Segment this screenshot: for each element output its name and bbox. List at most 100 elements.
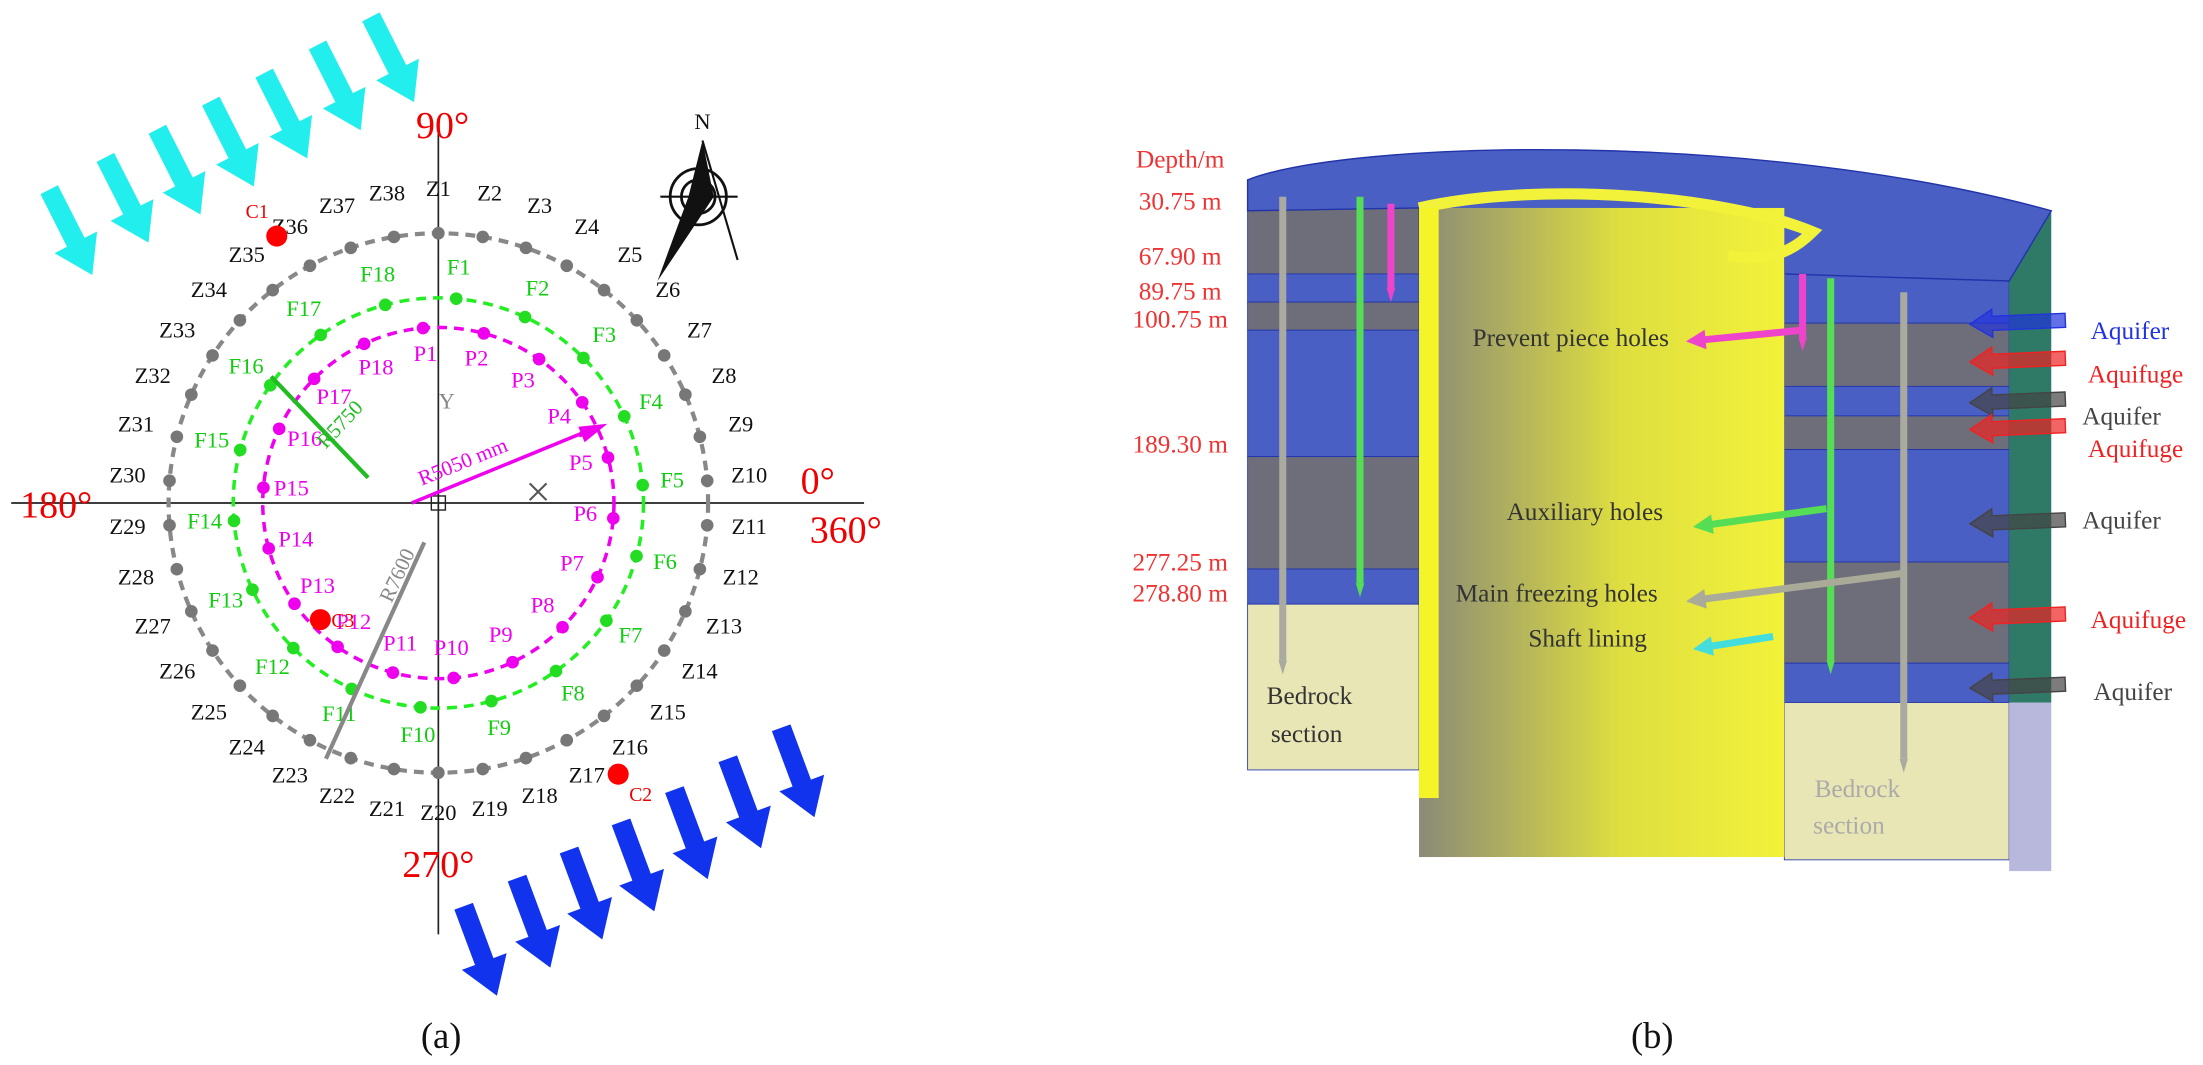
z-hole-label: Z24 (229, 734, 265, 759)
p-hole-point (331, 640, 344, 654)
z-hole-point (693, 562, 707, 576)
z-hole-point (597, 709, 611, 723)
z-hole-point (206, 349, 219, 362)
z-hole-label: Z26 (159, 659, 195, 684)
angle-label: 90° (416, 105, 469, 147)
hole-tip (1355, 583, 1365, 598)
z-hole-label: Z7 (687, 318, 712, 343)
z-hole-label: Z18 (522, 783, 558, 808)
p-hole-label: P4 (547, 404, 571, 429)
arrow (1968, 413, 2067, 444)
bedrock-label: Bedrock (1815, 775, 1901, 803)
measuring-label: C3 (331, 610, 354, 632)
f-hole-point (630, 549, 643, 563)
p-hole-point (257, 481, 270, 495)
z-hole-label: Z25 (191, 699, 227, 724)
z-hole-point (184, 388, 198, 401)
z-hole-point (519, 751, 533, 765)
p-hole-point (477, 327, 491, 340)
z-hole-label: Z6 (655, 277, 680, 302)
z-hole-point (476, 762, 490, 776)
f-ring (231, 296, 646, 710)
stratum-label: Aquifuge (2088, 435, 2183, 463)
r5050-line (410, 428, 591, 505)
p-hole-label: P6 (573, 501, 597, 526)
p-hole-label: P18 (359, 354, 394, 379)
z-hole-point (519, 241, 533, 255)
p-hole-label: P3 (511, 367, 535, 392)
z-hole-point (679, 605, 692, 618)
arrow (611, 818, 664, 912)
angle-label: 360° (810, 510, 882, 552)
f-hole-label: F12 (255, 654, 290, 679)
p-hole-point (288, 597, 301, 611)
f-hole-label: F18 (360, 262, 395, 287)
f-hole-label: F1 (447, 254, 471, 279)
z-hole-point (630, 679, 644, 693)
depth-title: Depth/m (1136, 145, 1225, 173)
z-hole-point (170, 430, 184, 444)
stratum-label: Aquifer (2082, 402, 2161, 430)
bedrock-label: Bedrock (1267, 682, 1353, 710)
f-hole-point (286, 641, 300, 655)
stratum (1783, 662, 2010, 703)
z-hole-label: Z21 (369, 796, 405, 821)
z-hole-label: Z34 (191, 277, 227, 302)
hole-label: Prevent piece holes (1473, 324, 1669, 352)
stratum (1783, 273, 2010, 324)
stratum-label: Aquifer (2091, 317, 2170, 345)
f-hole-point (246, 583, 259, 597)
arrow (1968, 601, 2067, 633)
arrow (1968, 507, 2067, 539)
stratum (1247, 329, 1420, 458)
p-hole-label: P11 (383, 631, 417, 656)
z-hole-label: Z15 (650, 699, 686, 724)
z-hole-label: Z37 (319, 193, 355, 218)
p-hole-point (262, 542, 276, 555)
angle-label: 180° (20, 484, 92, 526)
z-hole-point (693, 430, 707, 444)
axis-label: Y (439, 388, 455, 413)
p-hole-label: P2 (465, 346, 489, 371)
arrow (578, 423, 608, 443)
f-hole-label: F2 (526, 276, 550, 301)
hole-label: Shaft lining (1528, 624, 1647, 652)
z-hole-point (657, 644, 671, 657)
stratum (1783, 449, 2010, 563)
z-hole-label: Z28 (118, 565, 154, 590)
z-hole-label: Z1 (426, 176, 451, 201)
p-hole-point (506, 655, 519, 669)
z-hole-label: Z27 (135, 613, 171, 638)
measuring-point (309, 609, 331, 631)
arrow (1685, 326, 1803, 350)
f-hole-label: F13 (208, 587, 243, 612)
z-hole-label: Z38 (369, 181, 405, 206)
p-hole-label: P1 (414, 341, 438, 366)
shaft-lining (1419, 207, 1785, 858)
z-hole-label: Z10 (731, 462, 767, 487)
stratum-label: Aquifer (2082, 506, 2161, 534)
z-hole-point (700, 518, 714, 532)
arrow (1968, 671, 2067, 703)
angle-label: 0° (801, 460, 835, 502)
z-hole-point (679, 388, 692, 401)
f-hole-point (617, 409, 631, 423)
stratum (1783, 561, 2010, 664)
arrow (1968, 345, 2067, 377)
angle-label: 270° (402, 844, 474, 886)
z-hole-label: Z19 (472, 796, 508, 821)
z-hole-point (303, 733, 317, 747)
stratum (1783, 415, 2010, 451)
stratum (1247, 456, 1420, 570)
z-hole-point (432, 226, 445, 240)
f-hole-label: F14 (187, 509, 222, 534)
z-hole-label: Z20 (420, 800, 456, 825)
z-hole-point (233, 313, 247, 327)
f-hole-label: F7 (619, 623, 643, 648)
depth-label: 277.25 m (1132, 549, 1228, 577)
measuring-label: C2 (629, 784, 652, 806)
f-hole-point (518, 310, 532, 324)
z-hole-label: Z17 (569, 762, 605, 787)
f-hole-point (636, 478, 650, 492)
stratum (1247, 568, 1420, 605)
